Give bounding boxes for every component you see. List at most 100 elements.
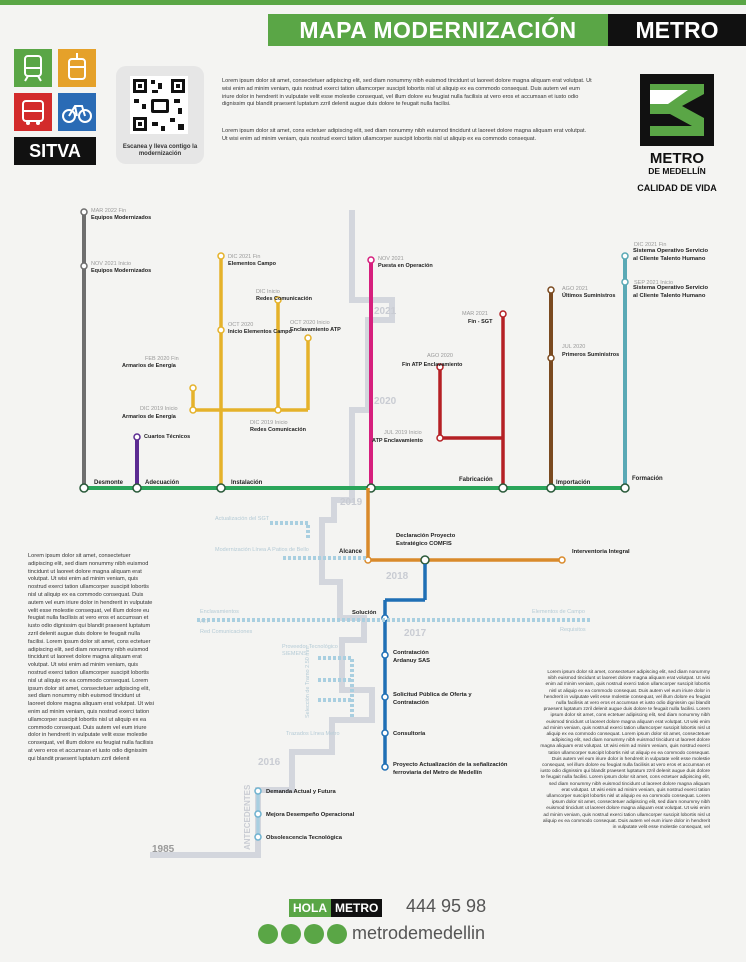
gray-stop [80,262,88,270]
dotted-requisitos: Requisitos [560,627,586,633]
gray-text-1: Equipos Modernizados [91,215,151,221]
yellow-date-5: FEB 2020 Fin [145,356,179,362]
blue-item-solucion: Solución [352,610,377,616]
year-2021: 2021 [374,306,397,317]
gray-date-2: NOV 2021 Inicio [91,261,131,267]
sitva-label: SITVA [14,137,96,165]
blue-item-proyecto: Proyecto Actualización de la señalizació… [393,762,508,776]
yellow-date-6: DIC 2019 Inicio [140,406,178,412]
metro-logo-icon [640,74,714,146]
blue-item-consultoria: Consultoría [393,731,426,737]
yellow-date-4: OCT 2020 Inicio [290,320,330,326]
social-dots-icon [258,924,350,949]
qr-code-icon [130,76,188,134]
station-instalacion: Instalación [231,480,263,486]
year-2019: 2019 [340,497,363,508]
brown-stop [547,286,555,294]
red-text-3: ATP Enclavamiento [372,438,423,444]
orange-stop [558,556,566,564]
red-date-1: MAR 2021 [462,311,488,317]
yellow-date-7: DIC 2019 Inicio [250,420,288,426]
station-adecuacion: Adecuación [145,480,179,486]
teal-date-2: SEP 2021 Inicio [634,280,673,286]
yellow-stop [274,296,282,304]
magenta-date: NOV 2021 [378,256,404,262]
orange-center-text: Declaración Proyecto Estratégico COMFIS [396,533,456,547]
year-1985: 1985 [152,844,175,855]
antecedente-mejora: Mejora Desempeño Operacional [266,812,355,818]
red-text-1: Fin - SGT [468,319,493,325]
red-stop [499,310,507,318]
dotted-seleccion: Selección de Tramo 2.50 mm [305,646,311,718]
teal-text-2: Sistema Operativo Servicio al Cliente Ta… [633,285,709,299]
page-title: MAPA MODERNIZACIÓN [268,14,608,46]
yellow-date-3: OCT 2020 [228,322,253,328]
teal-stop [621,278,629,286]
yellow-line [191,256,310,488]
antecedentes-stop [254,810,262,818]
brown-date-1: AGO 2021 [562,286,588,292]
antecedentes-label: ANTECEDENTES [243,784,252,850]
station-importacion: Importación [556,480,591,486]
dotted-red: Red Comunicaciones [200,629,253,635]
bus-icon [14,93,52,131]
station-formacion: Formación [632,476,663,482]
year-2020: 2020 [374,396,397,407]
brown-date-2: JUL 2020 [562,344,585,350]
hola-label: HOLA [289,899,331,917]
red-date-2: AGO 2020 [427,353,453,359]
orange-line [366,488,562,562]
dotted-campo: Elementos de Campo [532,609,585,615]
blue-line [383,564,427,768]
yellow-stop [189,384,197,392]
gray-date-1: MAR 2022 Fin [91,208,126,214]
year-2018: 2018 [386,571,409,582]
purple-stop [133,433,141,441]
year-2016: 2016 [258,757,281,768]
blue-item-solicitud: Solicitud Pública de Oferta y Contrataci… [393,692,472,706]
yellow-stop [217,252,225,260]
antecedentes-stop [254,833,262,841]
dotted-enclavamientos: Enclavamientos [200,609,239,615]
yellow-text-1: Elementos Campo [228,261,277,267]
yellow-text-5: Armarios de Energía [122,363,177,369]
yellow-stop [274,406,282,414]
station-fabricacion: Fabricación [459,477,493,483]
station-alcance: Alcance [339,549,363,555]
yellow-date-1: DIC 2021 Fin [228,254,260,260]
yellow-stop [304,334,312,342]
qr-card[interactable]: Escanea y lleva contigo la modernización [116,66,204,164]
red-text-2: Fin ATP Enclavamiento [402,362,463,368]
dotted-proveedor: Proveedor Tecnológico SIEMENS [282,644,338,657]
footer-website[interactable]: metrodemedellin [352,923,486,943]
green-stations [79,483,630,493]
top-accent-bar [0,0,746,5]
hola-metro-badge: HOLA METRO [289,899,383,917]
red-stop [436,434,444,442]
teal-date-1: DIC 2021 Fin [634,242,666,248]
brown-stop [547,354,555,362]
brown-text-1: Últimos Suministros [562,292,615,299]
intro-paragraph-2: Lorem ipsum dolor sit amet, cons ectetue… [222,128,587,142]
red-date-3: JUL 2019 Inicio [384,430,422,436]
blue-item-contratacion: Contratación Ardanuy SAS [393,650,431,664]
gray-text-2: Equipos Modernizados [91,268,151,274]
antecedentes-stop [254,787,262,795]
teal-text-1: Sistema Operativo Servicio al Cliente Ta… [633,248,709,262]
page-title-metro: METRO [608,14,746,46]
bicycle-icon [58,93,96,131]
cable-car-icon [58,49,96,87]
dotted-sgt: Actualización del SGT [215,516,270,522]
dotted-lines [197,521,590,718]
orange-right-text: Interventoria Integral [572,549,630,555]
yellow-text-6: Armarios de Energía [122,414,177,420]
magenta-text: Puesta en Operación [378,263,433,269]
gray-stop [80,208,88,216]
antecedente-obsolescencia: Obsolescencia Tecnológica [266,835,343,841]
yellow-text-4: Enclavamiento ATP [290,327,341,333]
dotted-trazados: Trazados Línea Metro [286,731,340,737]
left-column-text: Lorem ipsum dolor sit amet, consectetuer… [28,553,154,762]
footer-phone[interactable]: 444 95 98 [406,896,487,916]
metro-label: METRO [331,899,383,917]
